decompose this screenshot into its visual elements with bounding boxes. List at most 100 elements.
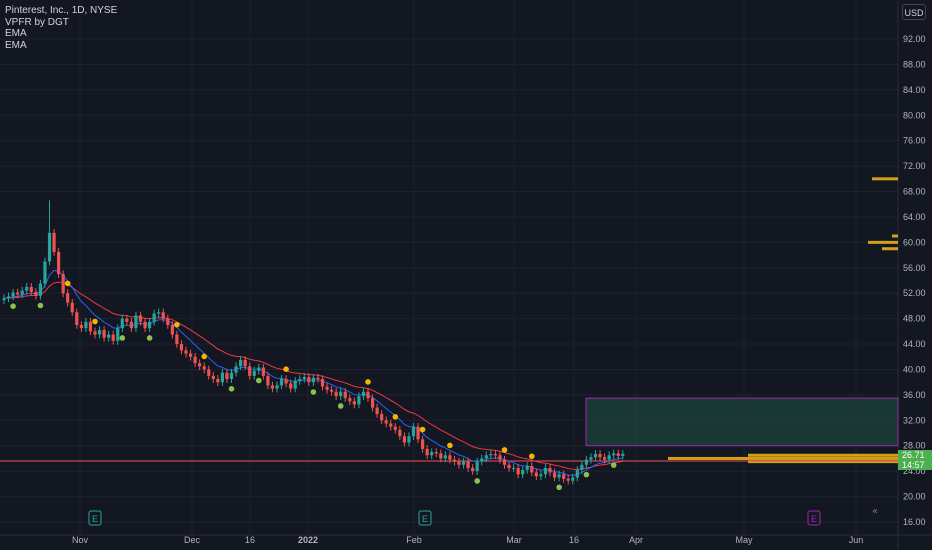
- candle-body: [170, 324, 174, 335]
- replay-icon[interactable]: «: [872, 506, 878, 517]
- candle-body: [389, 423, 393, 427]
- time-tick-label: 2022: [298, 535, 318, 545]
- candle-body: [239, 359, 243, 367]
- candle-body: [402, 436, 406, 443]
- time-tick-label: Feb: [406, 535, 422, 545]
- signal-dot: [337, 403, 344, 409]
- candle-body: [571, 477, 575, 481]
- signal-dot: [146, 335, 153, 341]
- volume-profile-bar: [668, 456, 898, 460]
- time-axis[interactable]: Nov Dec 16 2022 Feb Mar 16 Apr May Jun: [72, 535, 863, 545]
- signal-dot: [610, 462, 617, 468]
- signal-dot: [501, 447, 508, 453]
- candle-body: [211, 375, 215, 380]
- candle-body: [20, 290, 24, 295]
- candle-body: [179, 344, 184, 351]
- candle-body: [120, 318, 124, 329]
- candle-body: [302, 377, 306, 380]
- candle-body: [512, 467, 516, 469]
- time-tick-label: Jun: [849, 535, 864, 545]
- candle-body: [207, 369, 211, 376]
- indicator-vpfr[interactable]: VPFR by DGT ⁣⁣: [5, 16, 72, 28]
- candle-body: [289, 383, 293, 389]
- signal-dot: [447, 442, 453, 449]
- candle-body: [216, 379, 220, 383]
- signal-dot: [529, 453, 535, 460]
- candle-body: [257, 367, 261, 371]
- time-tick-label: 16: [569, 535, 579, 545]
- candle-body: [562, 474, 566, 479]
- time-tick-label: Apr: [629, 535, 643, 545]
- price-range-box[interactable]: [585, 397, 899, 447]
- candle-body: [439, 453, 443, 459]
- candle-body: [443, 455, 447, 459]
- candle-body: [270, 385, 275, 389]
- candle-body: [102, 330, 106, 338]
- candle-body: [248, 366, 252, 376]
- price-tick-label: 88.00: [903, 59, 926, 69]
- price-tick-label: 40.00: [903, 364, 926, 374]
- candle-body: [471, 467, 475, 472]
- signal-dot: [174, 321, 180, 328]
- price-tick-label: 68.00: [903, 187, 926, 197]
- volume-profile-bar: [748, 453, 898, 457]
- candle-body: [148, 321, 152, 329]
- candle-body: [252, 370, 256, 376]
- signal-dot: [310, 389, 317, 395]
- candle-body: [47, 232, 52, 262]
- candle-body: [229, 372, 234, 380]
- candle-body: [157, 312, 161, 314]
- candle-body: [279, 379, 284, 386]
- candle-body: [34, 291, 38, 296]
- price-tick-label: 72.00: [903, 161, 926, 171]
- last-price-value: 26.71: [902, 450, 925, 460]
- signal-dot: [283, 366, 289, 372]
- candle-body: [343, 391, 347, 399]
- candle-body: [384, 420, 388, 424]
- price-tick-label: 36.00: [903, 390, 926, 400]
- signal-dot: [228, 386, 235, 392]
- earnings-marker-label: E: [422, 514, 428, 524]
- candle-body: [266, 375, 270, 386]
- candle-body: [188, 353, 193, 357]
- price-tick-label: 44.00: [903, 339, 926, 349]
- candle-body: [11, 292, 15, 297]
- candle-body: [398, 429, 402, 437]
- candle-body: [493, 453, 497, 456]
- candle-body: [166, 318, 170, 325]
- indicator-ema-2[interactable]: EMA: [5, 39, 27, 51]
- candle-body: [111, 334, 115, 341]
- candle-body: [557, 474, 561, 478]
- signal-dot: [365, 379, 371, 385]
- earnings-marker-label: E: [92, 514, 98, 524]
- candle-body: [370, 398, 375, 408]
- candle-body: [330, 389, 334, 392]
- candle-body: [97, 330, 102, 335]
- candle-body: [161, 312, 165, 319]
- price-tick-label: 28.00: [903, 441, 926, 451]
- candle-body: [129, 321, 133, 329]
- candle-body: [612, 453, 616, 456]
- candle-body: [220, 372, 224, 383]
- currency-button[interactable]: USD: [902, 4, 926, 20]
- candle-body: [298, 379, 302, 381]
- candle-body: [320, 379, 325, 387]
- volume-profile-bar: [882, 247, 898, 251]
- indicator-ema-1[interactable]: EMA: [5, 28, 27, 39]
- candle-body: [457, 461, 461, 465]
- signal-dot: [37, 302, 44, 309]
- candle-body: [184, 350, 188, 354]
- signal-dot: [92, 318, 98, 325]
- candle-body: [293, 380, 297, 389]
- candle-body: [430, 452, 434, 456]
- candle-body: [498, 455, 502, 460]
- candle-body: [380, 413, 384, 421]
- candle-body: [79, 324, 83, 329]
- price-axis[interactable]: 16.00 20.00 24.00 28.00 32.00 36.00 40.00 44.00…: [903, 34, 926, 527]
- candle-body: [525, 466, 529, 470]
- symbol-title[interactable]: Pinterest, Inc., 1D, NYSE: [5, 5, 118, 16]
- chart-legend: Pinterest, Inc., 1D, NYSE VPFR by DGT ⁣⁣…: [5, 5, 117, 51]
